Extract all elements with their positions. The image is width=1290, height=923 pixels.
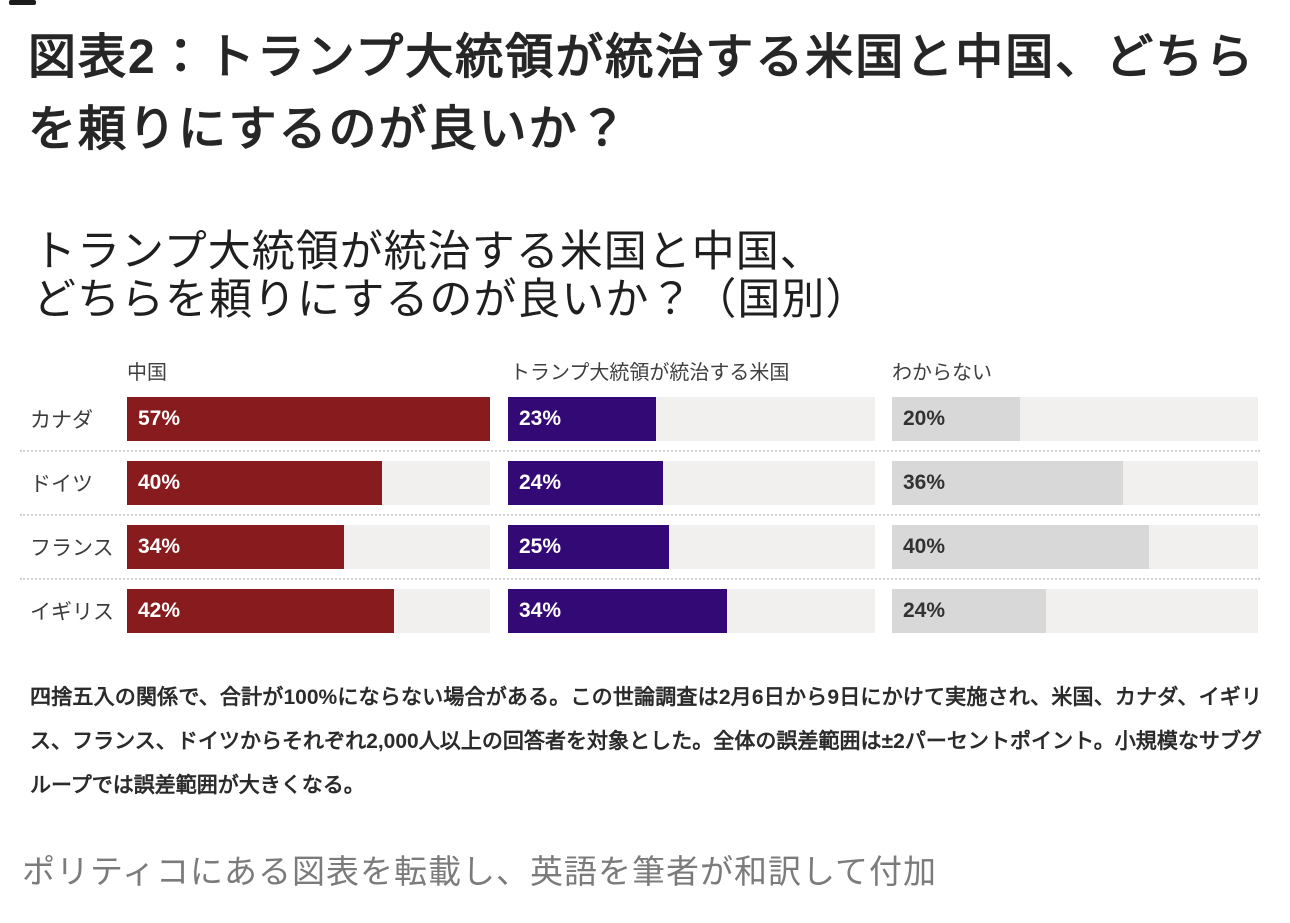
- bar-value-label: 40%: [138, 471, 181, 494]
- bar-track: 34%: [508, 589, 875, 633]
- chart-footnote: 四捨五入の関係で、合計が100%にならない場合がある。この世論調査は2月6日から…: [30, 686, 1263, 797]
- bar-value-label: 24%: [519, 471, 562, 494]
- bar-trump-us: 25%: [508, 525, 669, 569]
- chart-title-line-1: トランプ大統領が統治する米国と中国、: [33, 228, 824, 276]
- bar-track: 25%: [508, 525, 875, 569]
- bar-track: 20%: [892, 397, 1258, 441]
- column-header-china: 中国: [127, 362, 167, 384]
- bar-china: 57%: [127, 397, 490, 441]
- bar-value-label: 57%: [138, 407, 181, 430]
- bar-track: 40%: [892, 525, 1258, 569]
- country-label: ドイツ: [30, 473, 93, 496]
- bar-track: 24%: [508, 461, 875, 505]
- page-title: 図表2：トランプ大統領が統治する米国と中国、どちらを頼りにするのが良いか？: [28, 31, 1256, 156]
- bar-trump-us: 24%: [508, 461, 663, 505]
- bar-value-label: 34%: [519, 599, 562, 622]
- country-label: イギリス: [30, 601, 114, 624]
- chart-title: トランプ大統領が統治する米国と中国、 どちらを頼りにするのが良いか？（国別）: [33, 228, 869, 324]
- bar-value-label: 25%: [519, 535, 562, 558]
- bar-value-label: 34%: [138, 535, 181, 558]
- bar-value-label: 40%: [903, 535, 946, 558]
- source-caption: ポリティコにある図表を転載し、英語を筆者が和訳して付加: [22, 853, 938, 890]
- bar-value-label: 20%: [903, 407, 946, 430]
- country-label: カナダ: [30, 409, 93, 432]
- bar-china: 42%: [127, 589, 395, 633]
- column-header-dont-know: わからない: [892, 362, 992, 384]
- bar-china: 40%: [127, 461, 382, 505]
- bar-track: 23%: [508, 397, 875, 441]
- chart-row: ドイツ 40% 24% 36%: [0, 461, 1290, 516]
- chart-row: カナダ 57% 23% 20%: [0, 397, 1290, 452]
- chart-title-line-2: どちらを頼りにするのが良いか？（国別）: [33, 276, 870, 324]
- chart-row: フランス 34% 25% 40%: [0, 525, 1290, 580]
- top-edge-artifact: [9, 0, 36, 5]
- country-label: フランス: [30, 537, 114, 560]
- bar-value-label: 24%: [903, 599, 946, 622]
- bar-trump-us: 23%: [508, 397, 657, 441]
- bar-track: 40%: [127, 461, 490, 505]
- bar-value-label: 23%: [519, 407, 562, 430]
- bar-china: 34%: [127, 525, 344, 569]
- bar-track: 24%: [892, 589, 1258, 633]
- chart-row: イギリス 42% 34% 24%: [0, 589, 1290, 633]
- chart-rows: カナダ 57% 23% 20% ドイツ 40% 24% 36% フランス 34% 25% 40% イギリ…: [0, 397, 1290, 653]
- bar-dont-know: 40%: [892, 525, 1149, 569]
- bar-dont-know: 20%: [892, 397, 1021, 441]
- bar-dont-know: 36%: [892, 461, 1124, 505]
- bar-track: 42%: [127, 589, 490, 633]
- bar-value-label: 36%: [903, 471, 946, 494]
- bar-dont-know: 24%: [892, 589, 1047, 633]
- bar-trump-us: 34%: [508, 589, 727, 633]
- column-header-trump-us: トランプ大統領が統治する米国: [510, 362, 790, 384]
- bar-track: 34%: [127, 525, 490, 569]
- chart-column-headers: 中国 トランプ大統領が統治する米国 わからない: [0, 356, 1290, 384]
- bar-track: 36%: [892, 461, 1258, 505]
- bar-track: 57%: [127, 397, 490, 441]
- bar-value-label: 42%: [138, 599, 181, 622]
